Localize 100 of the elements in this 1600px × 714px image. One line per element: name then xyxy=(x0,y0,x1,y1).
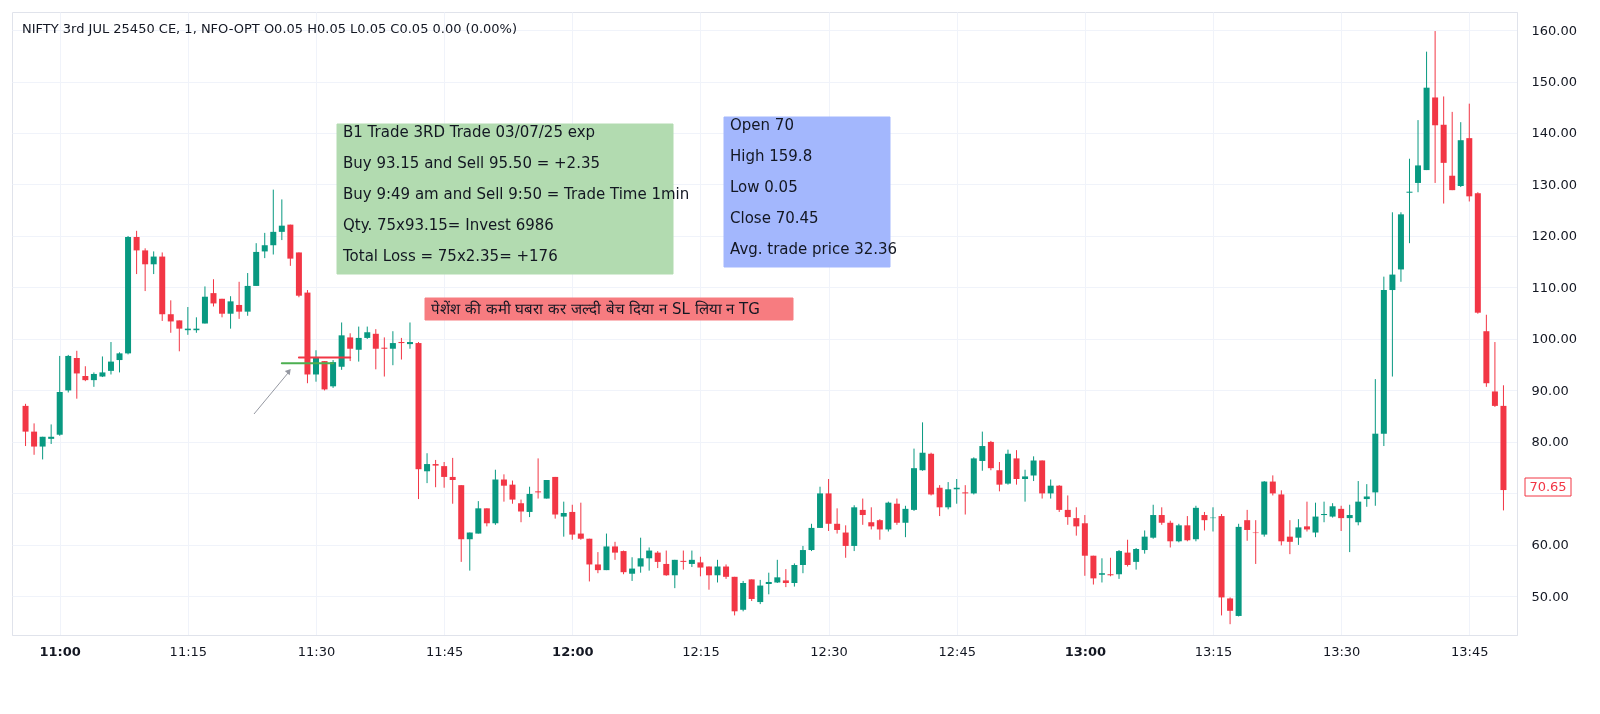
candlestick xyxy=(1064,494,1071,526)
x-tick-label: 13:15 xyxy=(1194,643,1233,659)
y-tick-label: 50.00 xyxy=(1531,588,1569,604)
candlestick xyxy=(560,501,567,538)
candlestick xyxy=(372,328,379,370)
candlestick xyxy=(714,559,721,583)
candlestick xyxy=(1184,515,1191,542)
candlestick xyxy=(629,556,636,582)
candlestick xyxy=(1269,474,1276,496)
candlestick xyxy=(1227,596,1234,625)
candlestick xyxy=(603,533,610,571)
candlestick xyxy=(1415,119,1422,193)
candlestick xyxy=(569,504,576,541)
candlestick xyxy=(1363,483,1370,508)
candlestick xyxy=(663,550,670,577)
x-tick-label: 12:30 xyxy=(810,643,848,659)
candlestick xyxy=(466,532,473,572)
y-tick-label: 160.00 xyxy=(1531,22,1577,38)
candlestick xyxy=(1107,557,1114,577)
candlestick xyxy=(389,330,396,366)
candlestick xyxy=(133,230,140,275)
y-tick-label: 110.00 xyxy=(1531,279,1577,295)
candlestick xyxy=(261,232,268,259)
candlestick xyxy=(945,481,952,510)
candlestick xyxy=(680,550,687,571)
candlestick xyxy=(381,336,388,378)
candlestick xyxy=(1286,519,1293,555)
candlestick xyxy=(902,505,909,538)
candlestick xyxy=(398,337,405,361)
candlestick xyxy=(1090,555,1097,586)
candlestick xyxy=(757,579,764,605)
candlestick xyxy=(1389,211,1396,378)
candlestick xyxy=(782,568,789,588)
candlestick xyxy=(1013,449,1020,486)
candlestick xyxy=(671,559,678,589)
candlestick xyxy=(996,461,1003,492)
candlestick xyxy=(518,499,525,523)
candlestick xyxy=(765,572,772,595)
candlestick xyxy=(270,189,277,256)
candlestick xyxy=(876,518,883,541)
candlestick xyxy=(893,498,900,526)
candlestick xyxy=(1150,504,1157,540)
candlestick xyxy=(449,457,456,505)
candlestick xyxy=(1201,511,1208,531)
candlestick xyxy=(808,523,815,552)
candlestick xyxy=(594,551,601,574)
candlestick xyxy=(577,502,584,541)
candlestick xyxy=(859,498,866,526)
candlestick xyxy=(236,281,243,320)
candlestick xyxy=(979,431,986,472)
candlestick xyxy=(176,319,183,352)
candlestick xyxy=(441,461,448,489)
x-tick-label: 12:00 xyxy=(552,643,594,659)
candlestick xyxy=(210,278,217,308)
candlestick xyxy=(526,486,533,518)
candlestick xyxy=(500,473,507,503)
candlestick xyxy=(1449,111,1456,191)
candlestick xyxy=(1244,509,1251,542)
candlestick xyxy=(834,507,841,535)
candlestick xyxy=(842,524,849,559)
candlestick xyxy=(748,578,755,602)
x-tick-label: 12:45 xyxy=(938,643,976,659)
annotation: पेशेंश की कमी घबरा कर जल्दी बेच दिया न SL लिया न TG xyxy=(431,300,760,318)
x-tick-label: 11:15 xyxy=(169,643,208,659)
candlestick xyxy=(116,351,123,373)
candlestick xyxy=(406,321,413,350)
candlestick xyxy=(1116,549,1123,580)
candlestick xyxy=(1022,469,1029,503)
candlestick xyxy=(31,422,38,456)
candlestick xyxy=(612,541,618,561)
x-tick-label: 13:45 xyxy=(1451,643,1489,659)
x-tick-label: 13:30 xyxy=(1322,643,1361,659)
candlestick xyxy=(1073,506,1080,537)
candlestick xyxy=(227,295,234,330)
candlestick xyxy=(90,371,97,388)
candlestick xyxy=(278,198,285,241)
candlestick xyxy=(646,546,653,572)
x-tick-label: 11:30 xyxy=(297,643,336,659)
candlestick xyxy=(962,484,969,516)
y-tick-label: 150.00 xyxy=(1531,74,1577,90)
x-tick-label: 11:00 xyxy=(39,643,81,659)
candlestick xyxy=(1047,479,1054,500)
candlestick xyxy=(48,423,55,445)
y-tick-label: 80.00 xyxy=(1531,434,1569,450)
candlestick xyxy=(167,299,174,334)
candlestick xyxy=(432,459,439,488)
candlestick xyxy=(483,507,490,527)
y-tick-label: 130.00 xyxy=(1531,176,1577,192)
candlestick xyxy=(1295,518,1302,546)
candlestick xyxy=(1141,529,1148,555)
candlestick xyxy=(799,545,806,574)
candlestick xyxy=(1030,455,1037,482)
candlestick xyxy=(424,452,431,484)
candlestick xyxy=(936,484,943,517)
candlestick xyxy=(150,250,157,275)
candlestick xyxy=(1338,505,1345,532)
candlestick xyxy=(774,559,781,584)
candlestick xyxy=(1355,480,1362,526)
x-tick-label: 13:00 xyxy=(1064,643,1107,659)
text: 70.65 xyxy=(1529,479,1567,494)
